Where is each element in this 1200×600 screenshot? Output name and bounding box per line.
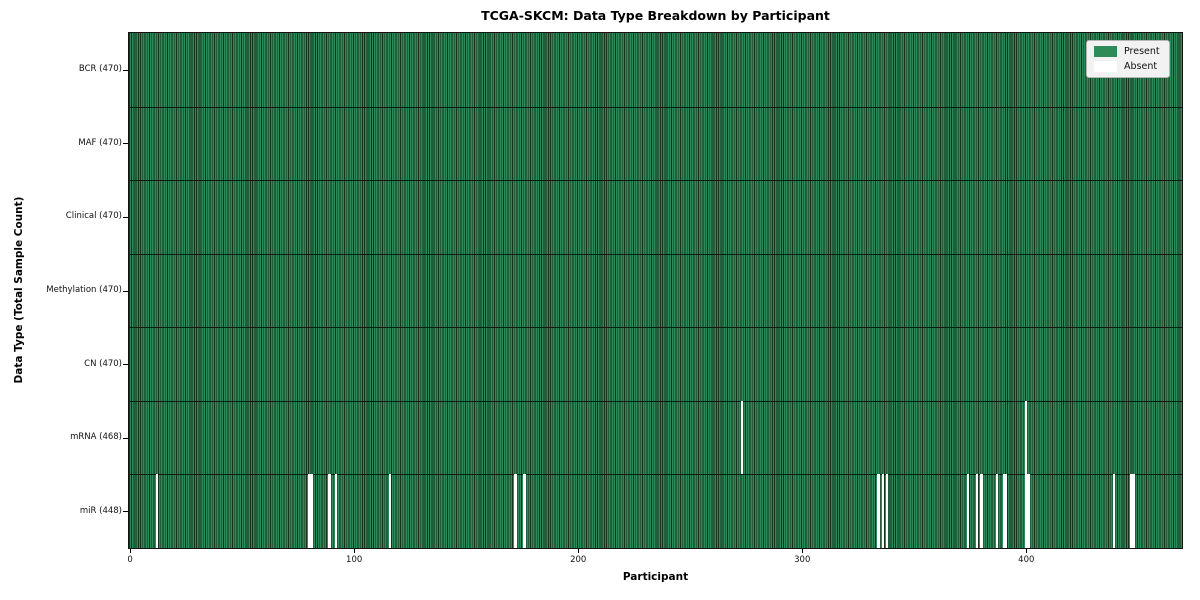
- row-divider: [129, 253, 1182, 255]
- chart-title: TCGA-SKCM: Data Type Breakdown by Partic…: [481, 8, 830, 23]
- present-swatch: [1094, 46, 1117, 57]
- legend-item-present: Present: [1094, 46, 1160, 57]
- absent-mark: [1027, 474, 1030, 548]
- y-tick-mark: [123, 364, 128, 366]
- absent-mark: [877, 474, 880, 548]
- y-tick-label: Clinical (470): [65, 211, 122, 222]
- absent-mark: [1025, 474, 1028, 548]
- x-tick-label: 0: [127, 555, 133, 565]
- absent-mark: [335, 474, 338, 548]
- absent-mark: [886, 474, 889, 548]
- y-tick-mark: [123, 290, 128, 292]
- x-tick-mark: [802, 549, 804, 553]
- absent-mark: [388, 474, 392, 548]
- plot-area: [128, 32, 1183, 549]
- y-tick-label: Methylation (470): [46, 285, 122, 295]
- y-tick-mark: [123, 216, 128, 218]
- y-tick-label: CN (470): [84, 358, 122, 369]
- absent-mark: [155, 474, 159, 548]
- absent-mark: [881, 474, 884, 548]
- x-tick-mark: [130, 549, 132, 553]
- row-divider: [129, 400, 1182, 402]
- absent-mark: [980, 474, 983, 548]
- absent-mark: [966, 474, 970, 548]
- x-tick-label: 100: [346, 555, 363, 565]
- absent-mark: [996, 474, 999, 548]
- y-tick-label: mRNA (468): [70, 432, 122, 443]
- legend: Present Absent: [1086, 40, 1170, 78]
- y-tick-label: BCR (470): [78, 64, 122, 75]
- legend-item-absent: Absent: [1094, 61, 1160, 72]
- absent-mark: [1132, 474, 1135, 548]
- x-axis-label: Participant: [622, 571, 689, 583]
- absent-mark: [308, 474, 311, 548]
- absent-mark: [1002, 474, 1005, 548]
- row-divider: [129, 327, 1182, 329]
- absent-mark: [1112, 474, 1115, 548]
- absent-mark: [1025, 400, 1028, 475]
- legend-label-present: Present: [1124, 46, 1160, 57]
- x-tick-label: 300: [794, 555, 811, 565]
- row-divider: [129, 474, 1182, 476]
- absent-swatch: [1094, 61, 1117, 72]
- absent-mark: [975, 474, 979, 548]
- y-tick-label: miR (448): [79, 505, 122, 516]
- legend-label-absent: Absent: [1124, 61, 1158, 72]
- y-tick-mark: [123, 69, 128, 71]
- absent-mark: [310, 474, 313, 548]
- y-tick-label: MAF (470): [78, 137, 122, 148]
- absent-mark: [1130, 474, 1133, 548]
- absent-mark: [523, 474, 526, 548]
- x-tick-mark: [1026, 549, 1028, 553]
- absent-mark: [1005, 474, 1008, 548]
- x-tick-label: 200: [570, 555, 587, 565]
- y-tick-mark: [123, 511, 128, 513]
- row-divider: [129, 180, 1182, 182]
- x-tick-label: 400: [1018, 555, 1035, 565]
- y-tick-mark: [123, 143, 128, 145]
- x-tick-mark: [578, 549, 580, 553]
- y-tick-mark: [123, 437, 128, 439]
- x-tick-mark: [354, 549, 356, 553]
- absent-mark: [740, 400, 743, 475]
- absent-mark: [514, 474, 517, 548]
- row-divider: [129, 106, 1182, 108]
- absent-mark: [328, 474, 331, 548]
